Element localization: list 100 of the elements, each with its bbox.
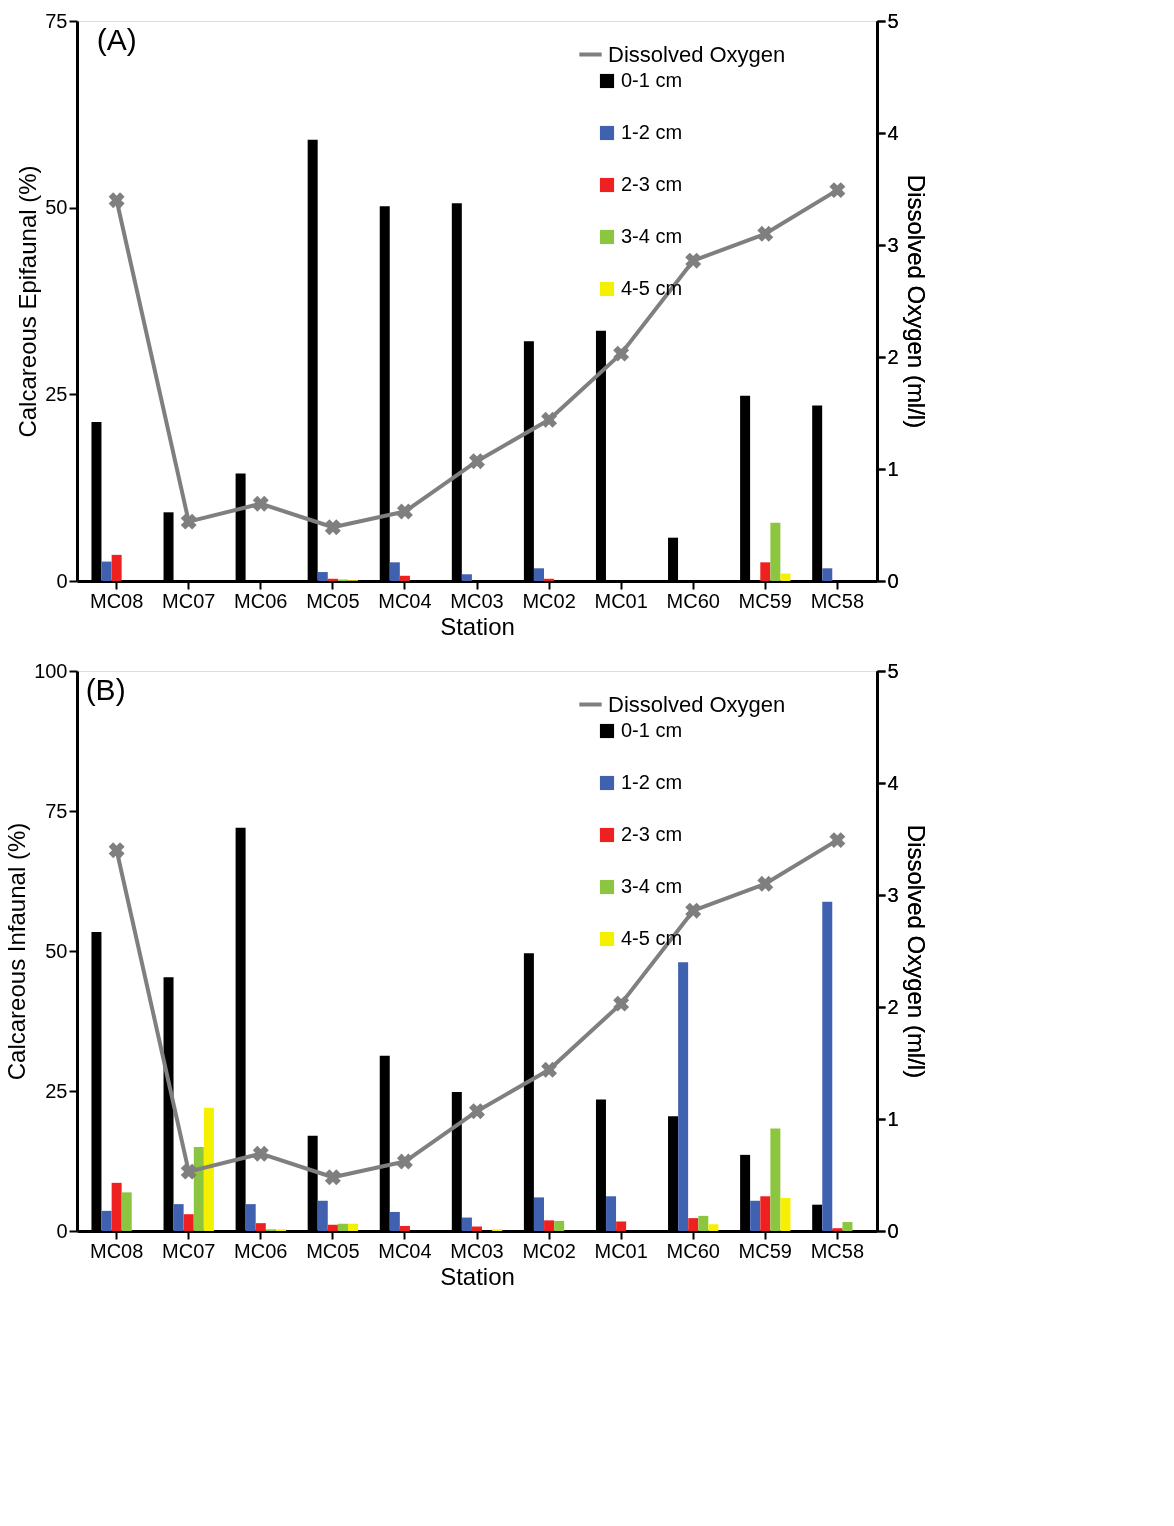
bar	[101, 561, 112, 581]
y-tick-label: 75	[45, 9, 68, 32]
bar	[832, 1228, 843, 1231]
legend-label: 1-2 cm	[621, 121, 683, 143]
legend-label: 3-4 cm	[621, 875, 683, 897]
bar	[399, 575, 410, 581]
x-tick-label: MC06	[234, 589, 288, 612]
y-tick-label: 100	[34, 659, 68, 682]
chart-title: (B)	[85, 673, 126, 706]
point	[108, 192, 125, 209]
bar	[245, 1204, 256, 1231]
x-tick-label: MC01	[594, 1239, 648, 1262]
bar	[822, 568, 833, 581]
x-tick-label: MC58	[810, 589, 865, 612]
y-tick-label: 0	[56, 1219, 68, 1242]
bar	[842, 1222, 853, 1231]
y-tick-label: 25	[45, 382, 68, 405]
x-tick-label: MC04	[378, 1239, 432, 1262]
bar	[750, 1200, 761, 1231]
x-tick-label: MC08	[89, 589, 144, 612]
x-tick-label: MC07	[162, 589, 216, 612]
y-tick-label: 25	[45, 1079, 68, 1102]
point	[180, 1163, 197, 1180]
y2-tick-label: 0	[887, 569, 899, 592]
x-tick-label: MC04	[378, 589, 432, 612]
x-tick-label: MC05	[306, 1239, 360, 1262]
x-tick-label: MC06	[234, 1239, 288, 1262]
bar	[337, 1223, 348, 1231]
bar	[533, 568, 544, 581]
legend-label: Dissolved Oxygen	[608, 41, 786, 67]
bar	[688, 1218, 699, 1231]
x-tick-label: MC03	[450, 589, 504, 612]
point	[541, 1061, 558, 1078]
bar	[760, 562, 771, 581]
bar	[327, 1224, 338, 1231]
y-tick-label: 50	[45, 939, 68, 962]
bar	[780, 573, 791, 581]
point	[324, 1169, 341, 1186]
point	[613, 995, 630, 1012]
x-tick-label: MC03	[450, 1239, 504, 1262]
bar	[111, 554, 122, 581]
bar	[327, 578, 338, 581]
x-tick-label: MC02	[522, 1239, 576, 1262]
bar	[389, 1211, 400, 1231]
point	[685, 902, 702, 919]
legend-label: Dissolved Oxygen	[608, 691, 786, 717]
point	[252, 1145, 269, 1162]
legend-label: 0-1 cm	[621, 719, 683, 741]
point	[396, 503, 413, 520]
point	[829, 182, 846, 199]
y2-tick-label: 3	[887, 883, 899, 906]
bar	[101, 1210, 112, 1231]
y2-tick-label: 1	[887, 1107, 899, 1130]
y2-tick-label: 4	[887, 121, 899, 144]
bar	[183, 1214, 194, 1231]
bar	[317, 1200, 328, 1231]
bar	[461, 1217, 472, 1231]
bar	[760, 1196, 771, 1231]
x-tick-label: MC05	[306, 589, 360, 612]
x-axis-title: Station	[440, 1262, 515, 1290]
legend-label: 2-3 cm	[621, 173, 683, 195]
bar	[822, 901, 833, 1231]
point	[324, 519, 341, 536]
bar	[461, 574, 472, 581]
legend-label: 2-3 cm	[621, 823, 683, 845]
bar	[389, 562, 400, 581]
bar	[255, 1223, 266, 1231]
legend-label: 4-5 cm	[621, 277, 683, 299]
bar	[544, 578, 555, 581]
legend-label: 0-1 cm	[621, 69, 683, 91]
y2-axis-title: Dissolved Oxygen (ml/l)	[902, 174, 930, 429]
point	[829, 832, 846, 849]
x-tick-label: MC59	[738, 1239, 792, 1262]
bar	[348, 1223, 359, 1231]
bar	[606, 1196, 617, 1231]
y2-tick-label: 0	[887, 1219, 899, 1242]
x-tick-label: MC59	[738, 589, 792, 612]
point	[252, 495, 269, 512]
y2-axis-title: Dissolved Oxygen (ml/l)	[902, 824, 930, 1079]
y-tick-label: 0	[56, 569, 68, 592]
point	[108, 842, 125, 859]
bar	[203, 1107, 214, 1231]
bar	[554, 1220, 565, 1231]
y-axis-title: Calcareous Infaunal (%)	[3, 822, 31, 1081]
y2-tick-label: 5	[887, 659, 899, 682]
x-tick-label: MC01	[594, 589, 648, 612]
bar	[780, 1197, 791, 1231]
x-tick-label: MC58	[810, 1239, 865, 1262]
bar	[173, 1204, 184, 1231]
bar	[698, 1215, 709, 1231]
bar	[544, 1220, 555, 1231]
point	[469, 453, 485, 470]
x-tick-label: MC07	[162, 1239, 216, 1262]
bar	[678, 962, 689, 1231]
x-tick-label: MC60	[666, 1239, 720, 1262]
y2-tick-label: 3	[887, 233, 899, 256]
bar	[399, 1225, 410, 1231]
x-tick-label: MC08	[89, 1239, 144, 1262]
legend-label: 4-5 cm	[621, 927, 683, 949]
bar	[111, 1182, 122, 1231]
